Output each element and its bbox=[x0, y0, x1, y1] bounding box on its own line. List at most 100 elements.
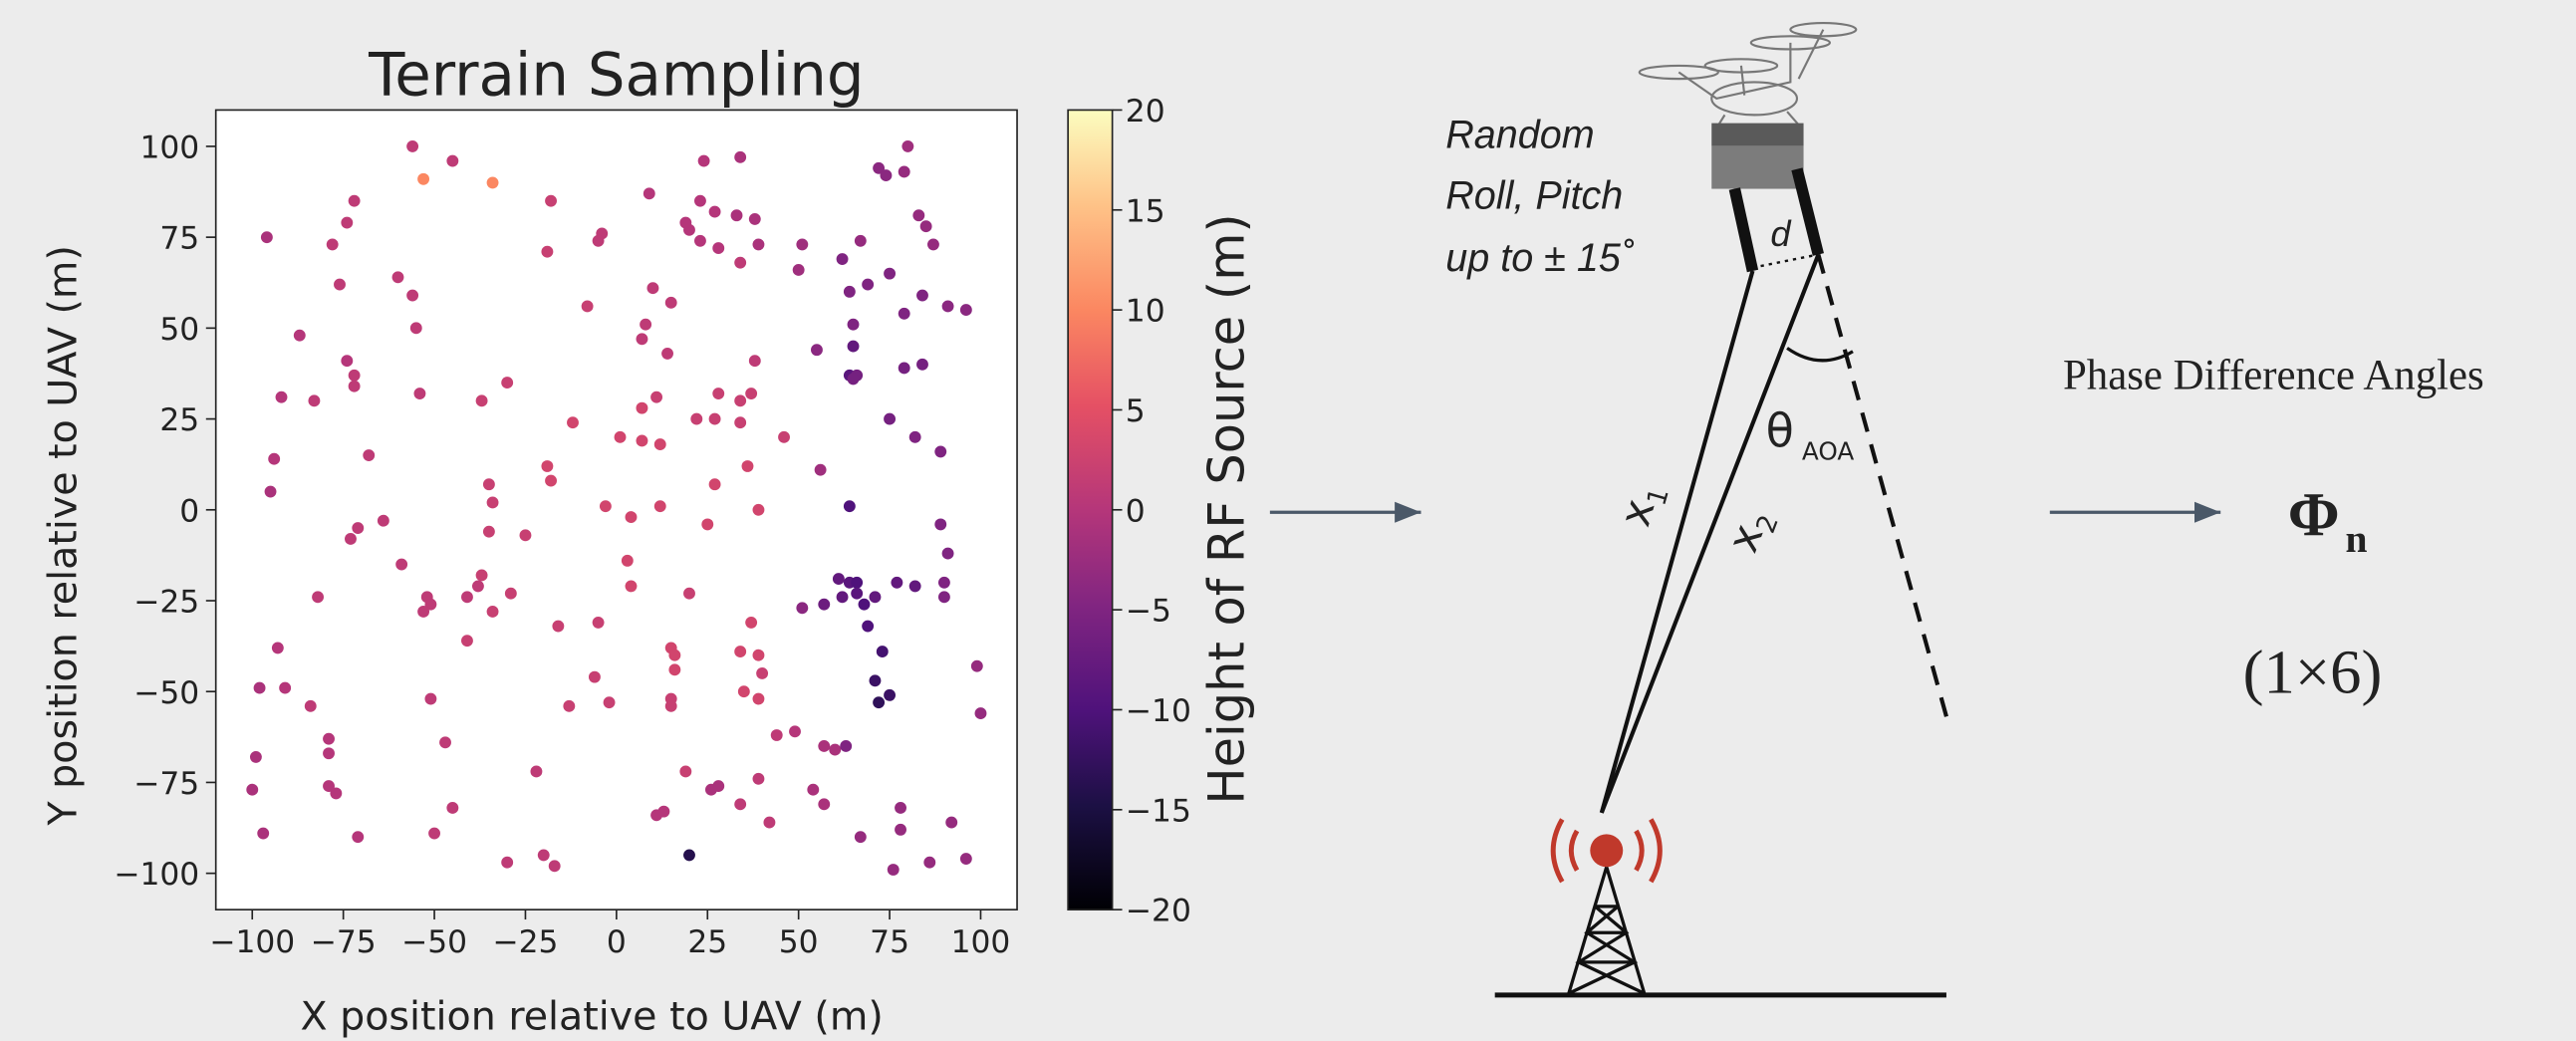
point bbox=[877, 646, 889, 657]
point bbox=[818, 740, 830, 752]
point bbox=[912, 209, 924, 221]
angle-symbol: θ bbox=[1766, 403, 1794, 457]
point bbox=[476, 394, 488, 406]
point bbox=[888, 864, 900, 876]
point bbox=[734, 798, 746, 810]
colorbar-tick-label: 15 bbox=[1126, 193, 1165, 229]
point bbox=[604, 696, 616, 708]
point bbox=[709, 206, 721, 218]
point bbox=[541, 246, 553, 258]
point bbox=[731, 209, 743, 221]
point bbox=[305, 700, 317, 712]
point bbox=[756, 667, 768, 679]
colorbar-tick-label: 5 bbox=[1126, 393, 1146, 429]
point bbox=[895, 824, 906, 836]
point bbox=[694, 195, 706, 207]
point bbox=[272, 643, 284, 654]
point bbox=[829, 744, 841, 756]
point bbox=[261, 231, 273, 243]
point bbox=[811, 344, 823, 356]
point bbox=[749, 213, 761, 225]
point bbox=[778, 431, 790, 443]
point bbox=[920, 220, 932, 232]
colorbar-label: Height of RF Source (m) bbox=[1197, 213, 1255, 804]
point bbox=[884, 689, 896, 701]
point bbox=[472, 580, 484, 592]
point bbox=[753, 773, 765, 785]
x-tick-label: 75 bbox=[870, 924, 909, 960]
point bbox=[413, 388, 425, 399]
point bbox=[848, 341, 860, 353]
point bbox=[701, 518, 713, 530]
point bbox=[428, 828, 440, 840]
point bbox=[549, 860, 561, 872]
point bbox=[439, 736, 451, 748]
point bbox=[848, 374, 860, 386]
point bbox=[406, 290, 418, 302]
y-tick-label: −100 bbox=[114, 857, 199, 893]
point bbox=[417, 606, 429, 618]
point bbox=[862, 279, 874, 291]
point bbox=[589, 671, 601, 683]
point bbox=[873, 696, 885, 708]
point bbox=[265, 486, 277, 498]
point bbox=[505, 588, 517, 600]
point bbox=[345, 533, 357, 545]
point bbox=[837, 591, 849, 603]
antenna-mount bbox=[1711, 124, 1803, 146]
point bbox=[545, 195, 557, 207]
point bbox=[745, 388, 757, 399]
point bbox=[254, 682, 266, 694]
point bbox=[934, 445, 946, 457]
point bbox=[789, 725, 801, 737]
point bbox=[848, 319, 860, 331]
point bbox=[650, 391, 662, 403]
point bbox=[552, 621, 564, 633]
point bbox=[487, 606, 499, 618]
point bbox=[916, 359, 928, 371]
y-tick-label: −25 bbox=[133, 585, 199, 621]
point bbox=[851, 588, 863, 600]
y-tick-label: 100 bbox=[139, 130, 199, 165]
point bbox=[960, 304, 972, 316]
point bbox=[818, 599, 830, 611]
point bbox=[709, 478, 721, 490]
point bbox=[341, 217, 353, 229]
point bbox=[654, 438, 666, 450]
point bbox=[644, 187, 655, 199]
point bbox=[745, 617, 757, 629]
colorbar-tick-label: −20 bbox=[1126, 894, 1191, 929]
point bbox=[349, 370, 361, 382]
point bbox=[738, 685, 750, 697]
point bbox=[665, 700, 677, 712]
point bbox=[753, 504, 765, 516]
point bbox=[870, 674, 882, 686]
point bbox=[334, 279, 346, 291]
point bbox=[349, 195, 361, 207]
point bbox=[837, 253, 849, 265]
colorbar-tick-label: 10 bbox=[1126, 294, 1165, 330]
y-tick-label: 50 bbox=[159, 312, 199, 348]
point bbox=[796, 239, 808, 251]
point bbox=[862, 621, 874, 633]
point bbox=[934, 518, 946, 530]
point bbox=[753, 650, 765, 661]
transmitter bbox=[1590, 834, 1623, 867]
point bbox=[818, 798, 830, 810]
point bbox=[895, 802, 906, 814]
point bbox=[323, 733, 335, 745]
point bbox=[945, 817, 957, 829]
point bbox=[763, 817, 775, 829]
point bbox=[330, 787, 342, 799]
point bbox=[661, 348, 673, 360]
point bbox=[855, 235, 867, 247]
point bbox=[899, 363, 910, 375]
x-tick-label: 25 bbox=[687, 924, 727, 960]
point bbox=[487, 176, 499, 188]
point bbox=[855, 831, 867, 843]
point bbox=[927, 239, 939, 251]
point bbox=[582, 301, 594, 313]
point bbox=[637, 435, 648, 447]
point bbox=[668, 663, 680, 675]
point bbox=[541, 460, 553, 472]
